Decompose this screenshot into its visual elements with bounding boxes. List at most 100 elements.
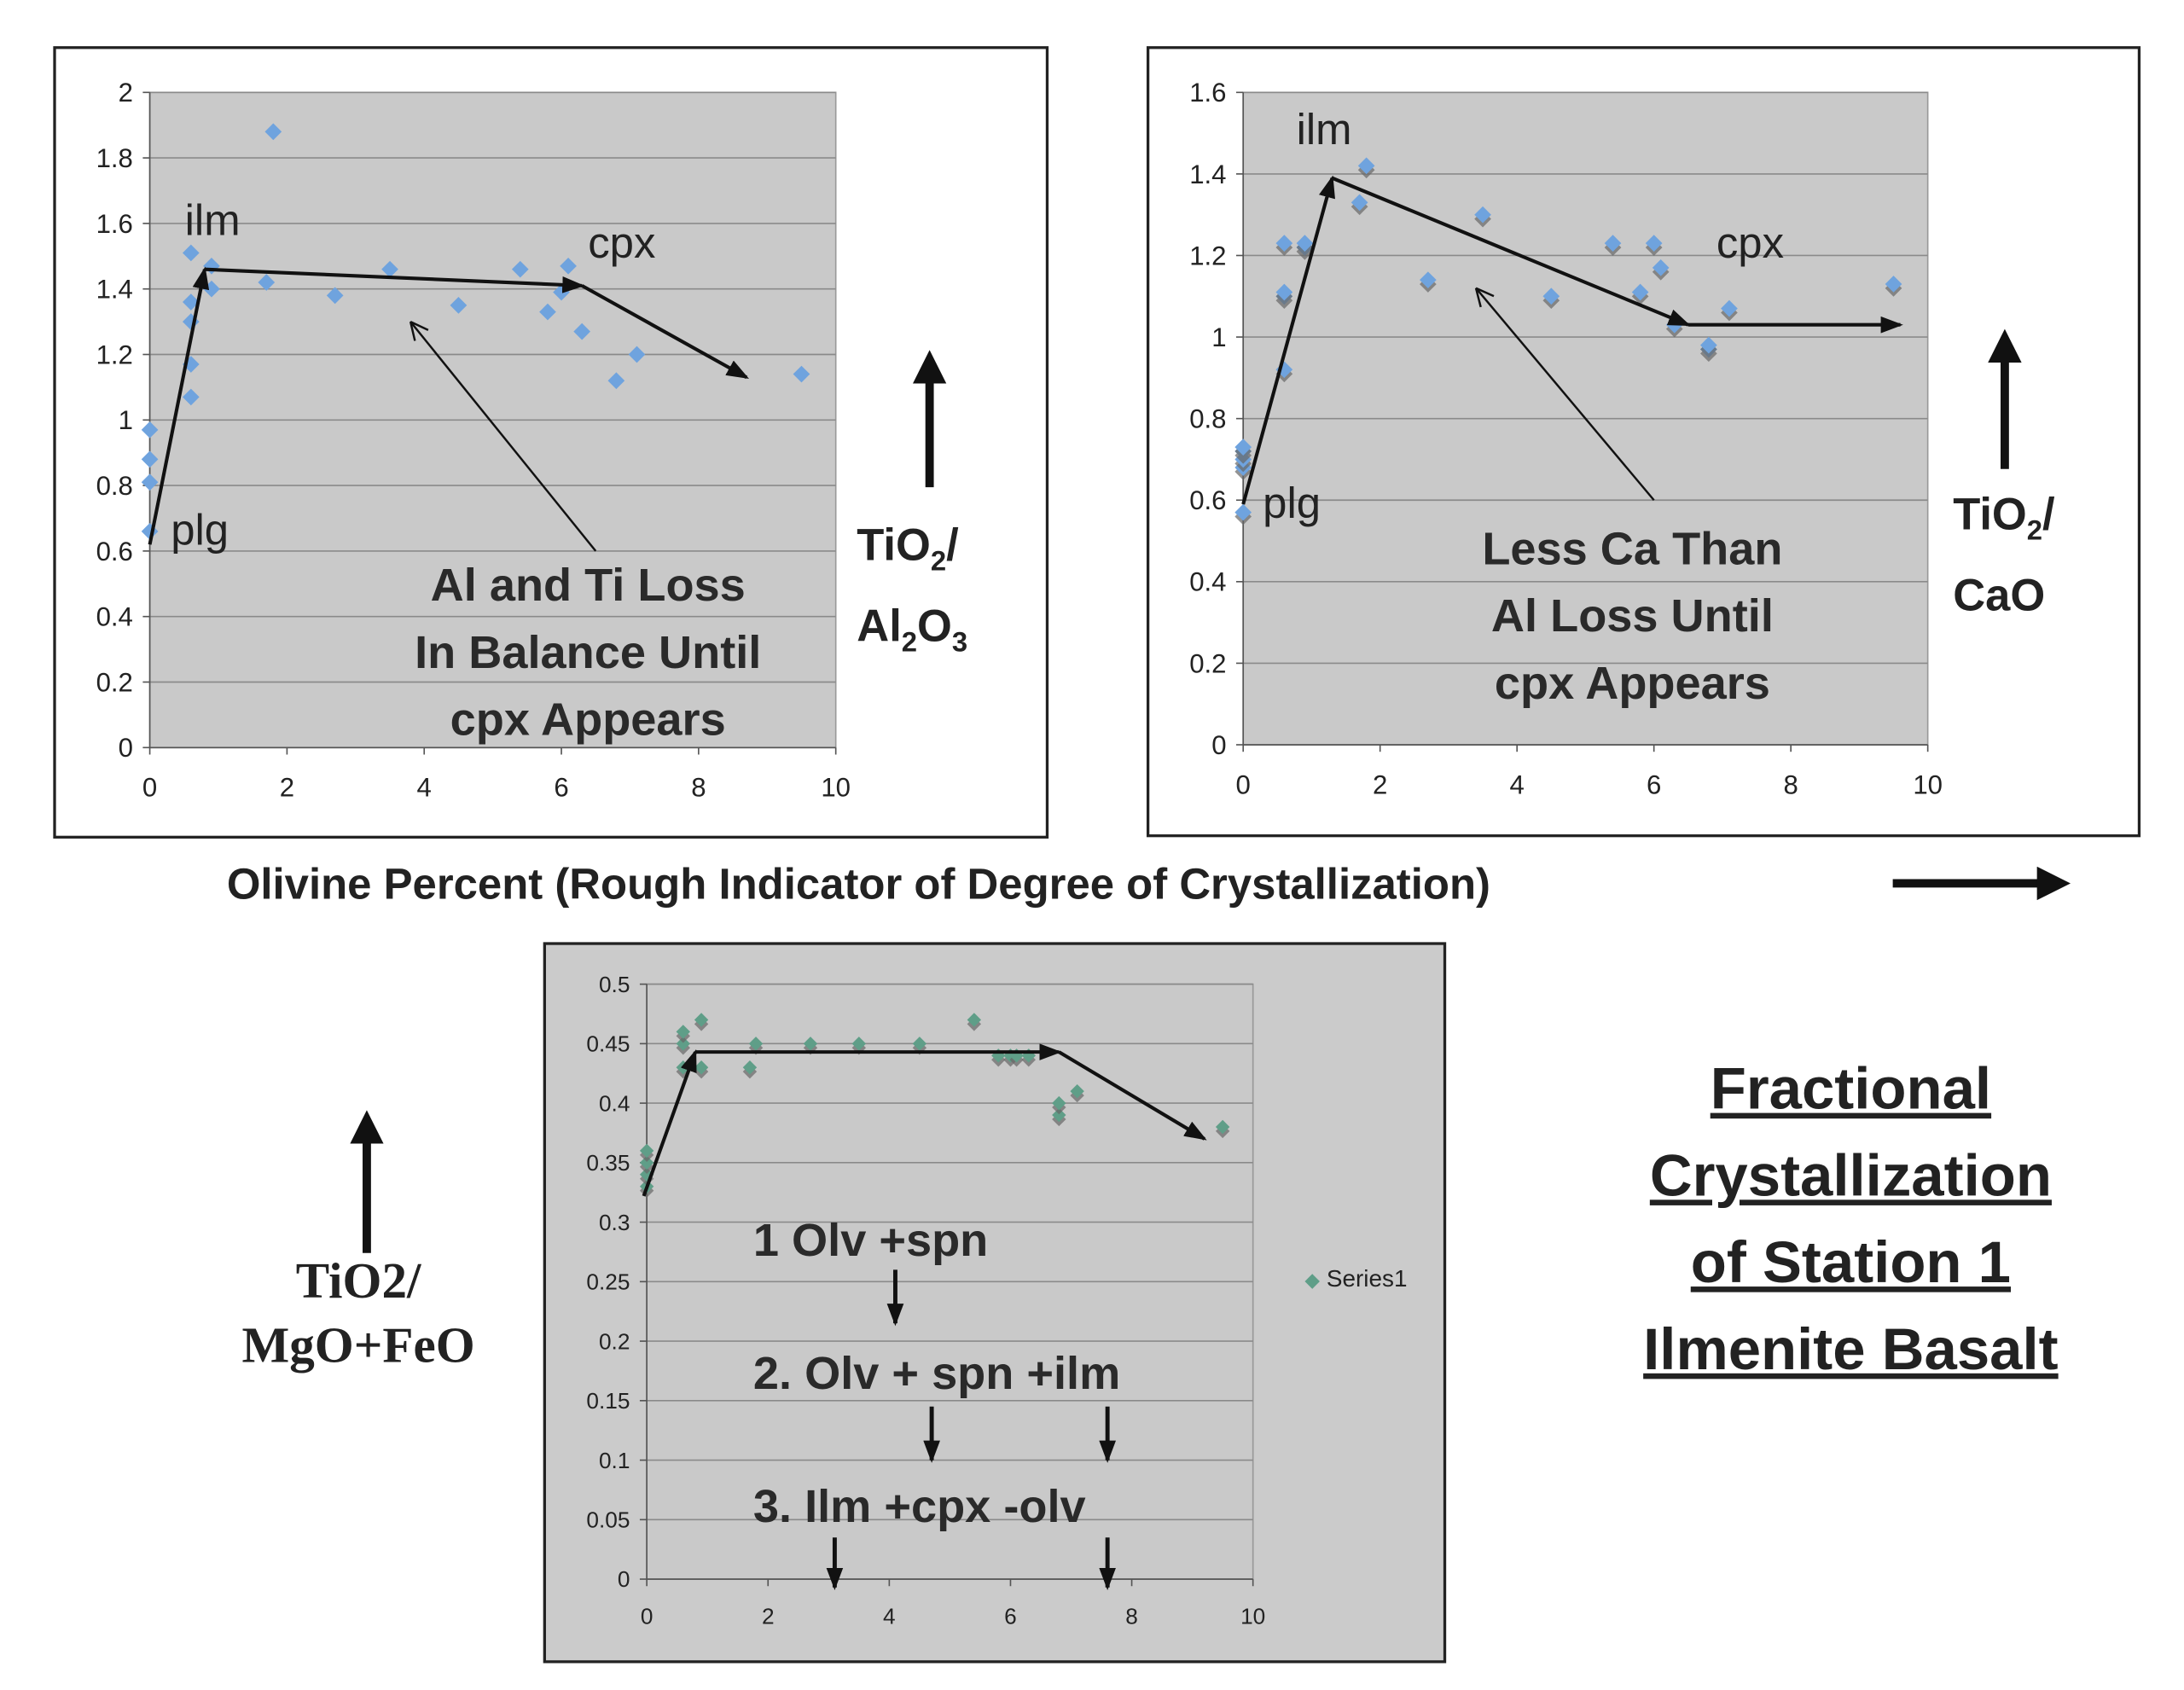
y-tick-label: 0.4 xyxy=(599,1090,630,1116)
data-point xyxy=(1542,287,1560,305)
data-point xyxy=(676,1037,690,1051)
x-tick-label: 8 xyxy=(691,773,706,803)
x-tick-label: 6 xyxy=(554,773,568,803)
chart1-annotation: Al and Ti Loss In Balance Until cpx Appe… xyxy=(378,552,798,753)
figure-title: Fractional Crystallization of Station 1 … xyxy=(1571,1046,2130,1393)
pointer-arrow xyxy=(1475,287,1655,502)
data-point xyxy=(694,1013,709,1027)
chart2-label-plg: plg xyxy=(1263,479,1321,528)
data-point xyxy=(851,1037,867,1051)
chart1-ylabel: TiO2/ Al2O3 xyxy=(857,519,968,659)
legend-label: Series1 xyxy=(1326,1265,1408,1292)
chart2-label-ilm: ilm xyxy=(1296,105,1352,154)
white-patch xyxy=(1965,396,2131,453)
data-point xyxy=(182,388,200,406)
trend-arrow xyxy=(204,267,585,293)
chart1-label-plg: plg xyxy=(171,505,229,555)
legend-marker-icon: ◆ xyxy=(1304,1268,1321,1292)
chart3-step-3: 3. Ilm +cpx -olv xyxy=(752,1479,1086,1532)
chart3-step-2: 2. Olv + spn +ilm xyxy=(752,1346,1121,1399)
data-point xyxy=(1645,235,1663,252)
chart3-step-1: 1 Olv +spn xyxy=(752,1213,989,1266)
data-point xyxy=(1052,1095,1066,1111)
y-tick-label: 1.2 xyxy=(1189,241,1226,270)
y-tick-label: 0.3 xyxy=(599,1210,630,1235)
x-tick-label: 4 xyxy=(417,773,432,803)
y-tick-label: 0 xyxy=(119,733,133,763)
chart1-label-ilm: ilm xyxy=(184,195,241,246)
title-line: of Station 1 xyxy=(1690,1228,2012,1295)
y-tick-label: 2 xyxy=(119,78,133,107)
y-tick-label: 0.5 xyxy=(599,972,630,997)
y-tick-label: 0.4 xyxy=(1189,567,1226,597)
data-point xyxy=(1070,1083,1084,1099)
data-point xyxy=(742,1060,758,1075)
y-tick-label: 0.2 xyxy=(1189,648,1226,678)
x-tick-label: 10 xyxy=(1913,770,1943,799)
data-point xyxy=(967,1013,982,1027)
annotation-line: Less Ca Than xyxy=(1482,522,1783,574)
chart3-legend: ◆ Series1 xyxy=(1304,1265,1407,1293)
annotation-line: In Balance Until xyxy=(415,625,762,678)
x-tick-label: 2 xyxy=(280,773,294,803)
y-tick-label: 0.1 xyxy=(599,1448,630,1473)
y-tick-label: 1.2 xyxy=(96,340,133,369)
y-tick-label: 1.4 xyxy=(96,275,133,305)
chart3-ylabel: TiO2/ MgO+FeO xyxy=(241,1252,475,1373)
x-tick-label: 2 xyxy=(1373,770,1387,799)
trend-arrow xyxy=(581,284,750,380)
trend-arrow xyxy=(148,266,210,545)
annotation-line: Al Loss Until xyxy=(1490,589,1774,642)
x-tick-label: 2 xyxy=(762,1604,775,1629)
data-point xyxy=(450,297,468,314)
annotation-line: cpx Appears xyxy=(450,693,726,746)
y-tick-label: 0.15 xyxy=(586,1388,630,1414)
data-point xyxy=(1652,258,1670,276)
chart2-label-cpx: cpx xyxy=(1716,218,1785,268)
y-tick-label: 0.4 xyxy=(96,602,133,632)
pointer-arrowhead xyxy=(1474,287,1482,308)
data-point xyxy=(560,257,577,275)
shared-x-axis-label: Olivine Percent (Rough Indicator of Degr… xyxy=(226,859,1490,909)
x-tick-label: 10 xyxy=(1240,1604,1265,1629)
data-point xyxy=(793,365,810,383)
x-tick-label: 6 xyxy=(1647,770,1661,799)
y-tick-label: 0.8 xyxy=(1189,404,1226,434)
pointer-arrowhead xyxy=(409,321,416,341)
x-tick-label: 8 xyxy=(1125,1604,1138,1629)
y-tick-label: 0 xyxy=(618,1566,630,1592)
annotation-line: cpx Appears xyxy=(1494,656,1770,709)
pointer-arrowhead xyxy=(410,320,429,332)
pointer-arrowhead xyxy=(1475,287,1495,298)
y-tick-label: 0.6 xyxy=(1189,485,1226,515)
y-tick-label: 0 xyxy=(1211,730,1226,760)
y-tick-label: 1.4 xyxy=(1189,160,1226,189)
chart2-frame xyxy=(1146,46,2141,838)
x-tick-label: 6 xyxy=(1004,1604,1017,1629)
chart1-frame xyxy=(53,46,1049,839)
trend-arrow xyxy=(1058,1050,1207,1141)
x-tick-label: 0 xyxy=(641,1604,653,1629)
title-line: Fractional xyxy=(1710,1055,1992,1122)
y-tick-label: 1 xyxy=(119,405,133,435)
x-tick-label: 0 xyxy=(1236,770,1251,799)
x-tick-label: 4 xyxy=(1510,770,1525,799)
data-point xyxy=(381,260,398,278)
y-tick-label: 1.8 xyxy=(96,143,133,173)
y-tick-label: 1.6 xyxy=(96,209,133,239)
data-point xyxy=(912,1037,927,1051)
chart2-annotation: Less Ca Than Al Loss Until cpx Appears xyxy=(1422,515,1842,717)
trend-arrow xyxy=(642,1049,697,1197)
x-tick-label: 0 xyxy=(142,773,157,803)
y-tick-label: 0.2 xyxy=(599,1328,630,1354)
y-tick-label: 0.6 xyxy=(96,537,133,566)
pointer-arrow xyxy=(410,321,597,552)
y-tick-label: 1.6 xyxy=(1189,78,1226,107)
y-tick-label: 0.35 xyxy=(586,1150,630,1176)
title-line: Ilmenite Basalt xyxy=(1643,1315,2059,1382)
